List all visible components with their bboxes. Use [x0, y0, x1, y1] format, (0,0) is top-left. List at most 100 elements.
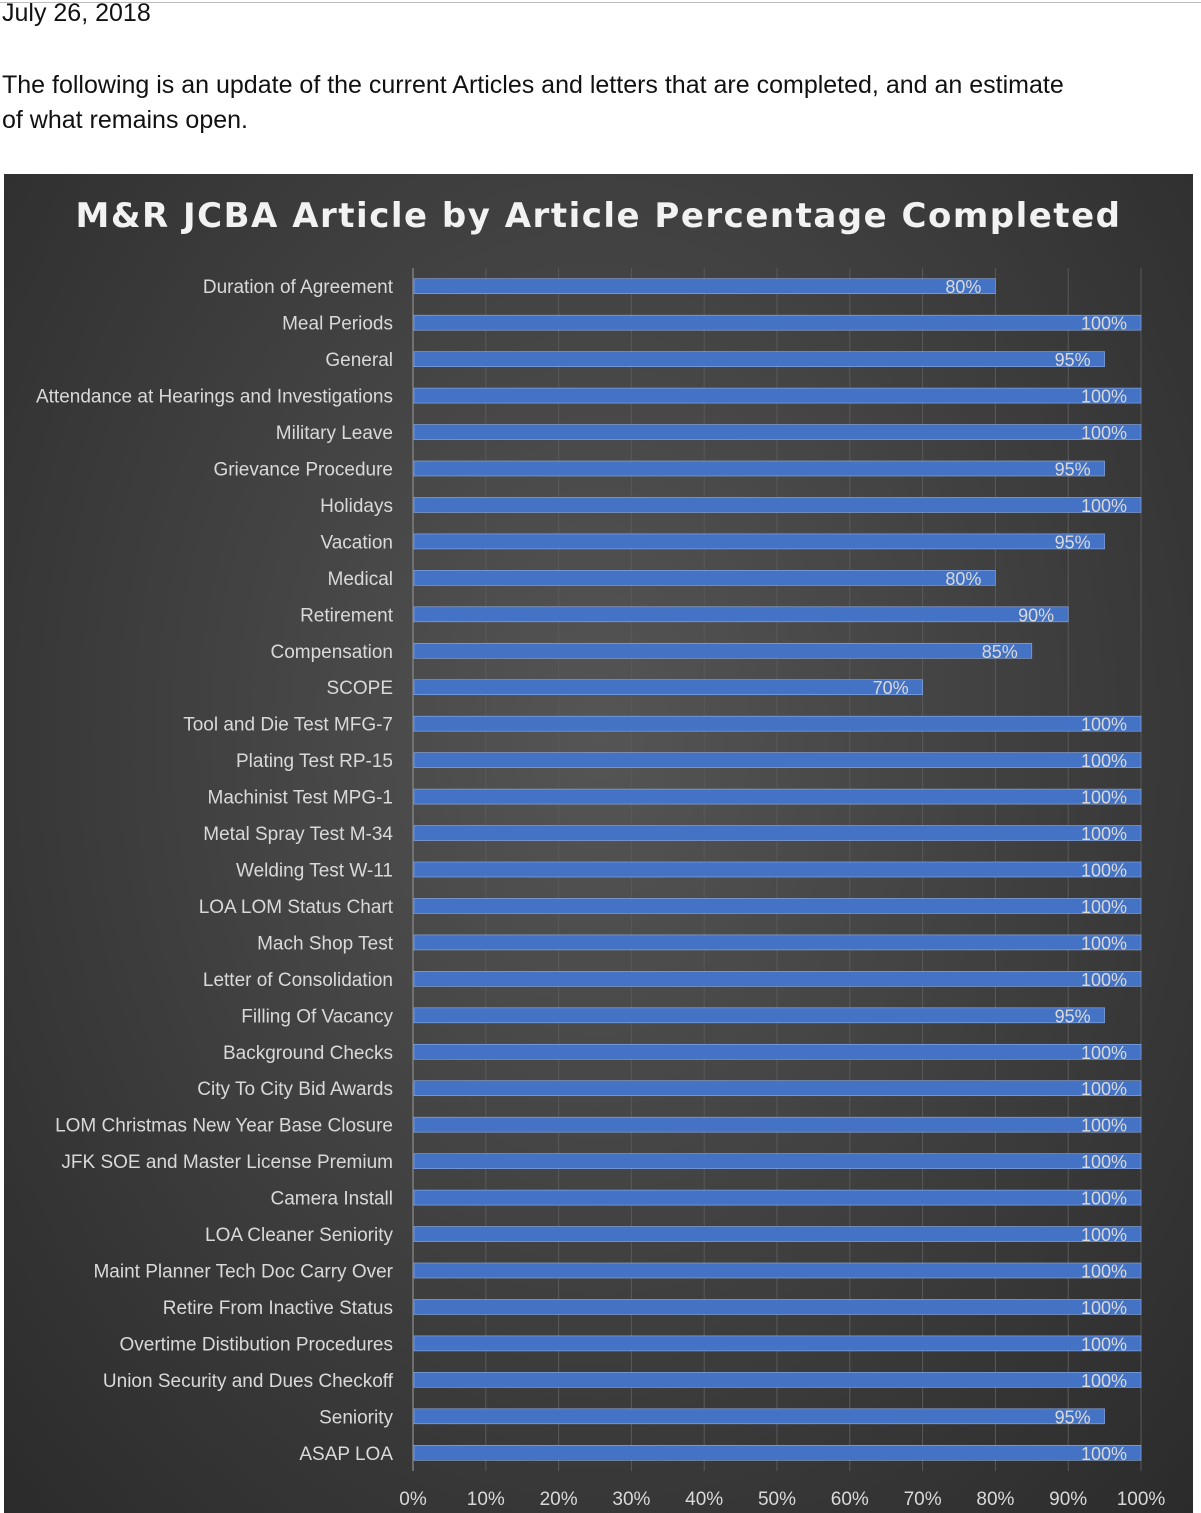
data-label: 100%	[1081, 1116, 1127, 1136]
x-tick-label: 90%	[1049, 1489, 1087, 1510]
category-label: LOA LOM Status Chart	[199, 897, 394, 918]
x-tick-label: 50%	[758, 1489, 796, 1510]
bar	[413, 1080, 1142, 1097]
data-label: 100%	[1081, 423, 1127, 443]
category-label: Mach Shop Test	[257, 933, 394, 954]
bar	[413, 1262, 1142, 1279]
data-label: 100%	[1081, 387, 1127, 407]
x-tick-label: 40%	[685, 1489, 723, 1510]
data-label: 100%	[1081, 1298, 1127, 1318]
bar	[413, 351, 1105, 367]
bar	[413, 1226, 1142, 1242]
category-label: Meal Periods	[282, 314, 393, 335]
data-label: 100%	[1081, 1189, 1127, 1209]
top-rule	[0, 2, 1201, 3]
data-label: 100%	[1081, 824, 1127, 844]
bar	[413, 1408, 1105, 1425]
category-label: SCOPE	[326, 678, 393, 699]
bar	[413, 715, 1142, 732]
x-tick-label: 70%	[904, 1489, 942, 1510]
bar	[413, 278, 996, 295]
category-label: JFK SOE and Master License Premium	[61, 1152, 393, 1173]
data-label: 100%	[1081, 1225, 1127, 1245]
document-intro: The following is an update of the curren…	[2, 71, 1064, 134]
bar	[413, 533, 1105, 550]
data-label: 95%	[1055, 1407, 1091, 1427]
bar	[413, 424, 1142, 440]
category-label: Holidays	[320, 496, 393, 517]
bar	[413, 898, 1142, 914]
category-label: Retirement	[300, 605, 394, 626]
category-label: Camera Install	[271, 1189, 394, 1210]
x-tick-label: 30%	[612, 1489, 650, 1510]
data-label: 100%	[1081, 970, 1127, 990]
category-label: Metal Spray Test M-34	[203, 824, 393, 845]
x-tick-label: 10%	[467, 1489, 505, 1510]
bar	[413, 1189, 1142, 1206]
data-label: 80%	[945, 569, 981, 589]
data-label: 100%	[1081, 715, 1127, 735]
bar	[413, 825, 1142, 841]
category-label: LOM Christmas New Year Base Closure	[55, 1116, 393, 1137]
bar	[413, 1116, 1142, 1133]
category-label: Attendance at Hearings and Investigation…	[36, 387, 393, 408]
data-label: 90%	[1018, 605, 1054, 625]
data-label: 80%	[945, 277, 981, 297]
data-label: 100%	[1081, 788, 1127, 808]
data-label: 95%	[1055, 350, 1091, 370]
data-label: 100%	[1081, 897, 1127, 917]
category-label: Grievance Procedure	[213, 460, 393, 481]
bar	[413, 788, 1142, 805]
x-tick-label: 80%	[976, 1489, 1014, 1510]
category-label: Seniority	[319, 1407, 393, 1428]
bar	[413, 642, 1033, 659]
x-tick-label: 100%	[1117, 1489, 1166, 1510]
x-tick-label: 20%	[540, 1489, 578, 1510]
data-label: 85%	[982, 642, 1018, 662]
data-label: 100%	[1081, 861, 1127, 881]
category-label: LOA Cleaner Seniority	[205, 1225, 393, 1246]
category-label: Filling Of Vacancy	[241, 1006, 393, 1027]
category-label: Military Leave	[276, 423, 393, 444]
category-label: Medical	[328, 569, 393, 590]
bar	[413, 1444, 1142, 1461]
category-label: Maint Planner Tech Doc Carry Over	[93, 1262, 393, 1283]
bar	[413, 1299, 1142, 1315]
bar	[413, 1007, 1105, 1024]
data-label: 100%	[1081, 496, 1127, 516]
data-label: 70%	[873, 678, 909, 698]
category-label: Machinist Test MPG-1	[208, 788, 393, 809]
bar	[413, 570, 996, 586]
document-date: July 26, 2018	[2, 0, 151, 27]
bar	[413, 606, 1069, 623]
chart-panel: M&R JCBA Article by Article Percentage C…	[4, 174, 1193, 1513]
bar	[413, 679, 923, 696]
data-label: 100%	[1081, 751, 1127, 771]
category-label: Tool and Die Test MFG-7	[183, 715, 393, 736]
category-label: City To City Bid Awards	[197, 1079, 393, 1100]
category-label: Plating Test RP-15	[236, 751, 393, 772]
chart-title: M&R JCBA Article by Article Percentage C…	[75, 196, 1122, 236]
bar	[413, 934, 1142, 951]
bar	[413, 1335, 1142, 1352]
data-label: 100%	[1081, 1079, 1127, 1099]
bar	[413, 1043, 1142, 1060]
data-label: 95%	[1055, 532, 1091, 552]
data-label: 95%	[1055, 1006, 1091, 1026]
data-label: 100%	[1081, 1262, 1127, 1282]
bar	[413, 1153, 1142, 1169]
category-label: Compensation	[270, 642, 393, 663]
bar	[413, 497, 1142, 513]
category-label: Letter of Consolidation	[203, 970, 393, 991]
data-label: 100%	[1081, 1371, 1127, 1391]
category-label: Vacation	[320, 532, 393, 553]
category-label: ASAP LOA	[299, 1444, 393, 1465]
data-label: 100%	[1081, 1444, 1127, 1464]
bar	[413, 314, 1142, 331]
data-label: 100%	[1081, 1152, 1127, 1172]
x-tick-label: 60%	[831, 1489, 869, 1510]
data-label: 100%	[1081, 933, 1127, 953]
category-label: Duration of Agreement	[203, 277, 394, 298]
bar	[413, 752, 1142, 768]
data-label: 100%	[1081, 1334, 1127, 1354]
